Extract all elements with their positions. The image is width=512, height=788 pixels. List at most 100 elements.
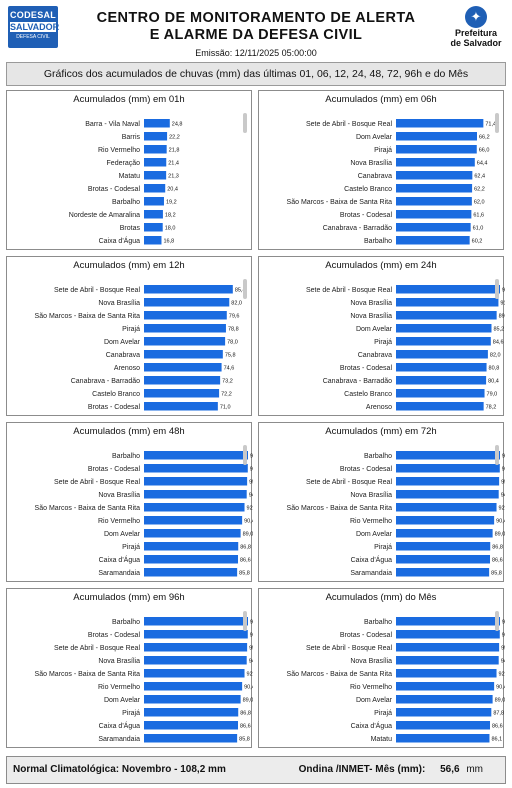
value-label: 94,6 [501, 659, 505, 665]
chart-panel-4: Acumulados (mm) em 24h Sete de Abril - Bo… [258, 256, 505, 416]
value-label: 94,6 [501, 493, 505, 499]
bar-chart: Barbalho 95,8 Brotas - Codesal 95,6 Sete de … [35, 451, 253, 577]
codesal-logo-line1: CODESAL [10, 10, 57, 20]
category-label: Barbalho [112, 453, 140, 460]
value-label: 86,8 [240, 711, 251, 717]
bar [396, 708, 492, 717]
category-label: Dom Avelar [356, 531, 393, 538]
bar [144, 464, 248, 473]
bar [396, 236, 470, 245]
bar [144, 555, 239, 564]
bar-chart: Barbalho 95,8 Brotas - Codesal 95,6 Sete de … [35, 617, 253, 743]
category-label: Canabrava [106, 352, 140, 359]
report-title-line1: CENTRO DE MONITORAMENTO DE ALERTA [96, 10, 416, 26]
category-label: Brotas [120, 225, 141, 232]
value-label: 78,0 [227, 340, 238, 346]
report-title-line2: E ALARME DA DEFESA CIVIL [149, 27, 363, 43]
category-label: Saramandaia [98, 570, 140, 577]
value-label: 95,6 [250, 633, 253, 639]
category-label: São Marcos - Baixa de Santa Rita [287, 505, 393, 512]
value-label: 72,2 [221, 392, 232, 398]
category-label: Brotas - Codesal [88, 632, 141, 639]
category-label: Brotas - Codesal [340, 632, 393, 639]
scrollbar-thumb[interactable] [495, 611, 499, 631]
category-label: Pirajá [122, 710, 140, 717]
category-label: Sete de Abril - Bosque Real [306, 287, 392, 294]
bar [396, 376, 487, 385]
category-label: Barbalho [364, 238, 392, 245]
bar [396, 630, 500, 639]
value-label: 95,0 [249, 480, 253, 486]
value-label: 21,4 [168, 161, 179, 167]
value-label: 89,0 [495, 698, 505, 704]
scrollbar-thumb[interactable] [495, 445, 499, 465]
scrollbar-thumb[interactable] [495, 113, 499, 133]
category-label: Rio Vermelho [350, 684, 392, 691]
scrollbar-thumb[interactable] [243, 279, 247, 299]
bar [144, 119, 170, 128]
bar [396, 285, 500, 294]
category-label: Caixa d'Água [351, 555, 393, 564]
value-label: 86,6 [240, 724, 251, 730]
category-label: São Marcos - Baixa de Santa Rita [287, 199, 393, 206]
emission-date: Emissão: 12/11/2025 05:00:00 [195, 48, 317, 58]
chart-panel-8: Acumulados (mm) do Mês Barbalho 95,8 Brotas… [258, 588, 505, 748]
value-label: 62,4 [474, 174, 485, 180]
value-label: 85,8 [239, 737, 250, 743]
value-label: 24,8 [172, 122, 183, 128]
bar [396, 223, 471, 232]
bar [396, 298, 499, 307]
category-label: Canabrava - Barradão [323, 378, 392, 385]
chart-title: Acumulados (mm) em 01h [73, 94, 185, 105]
scrollbar-thumb[interactable] [243, 113, 247, 133]
category-label: São Marcos - Baixa de Santa Rita [35, 505, 141, 512]
category-label: Nova Brasília [350, 160, 392, 167]
value-label: 95,0 [501, 480, 505, 486]
category-label: Sete de Abril - Bosque Real [306, 121, 392, 128]
category-label: Nova Brasília [98, 300, 140, 307]
category-label: Barbalho [364, 453, 392, 460]
value-label: 94,6 [249, 493, 253, 499]
category-label: Caixa d'Água [351, 721, 393, 730]
bar [144, 376, 221, 385]
value-label: 74,6 [224, 366, 235, 372]
value-label: 71,4 [485, 122, 496, 128]
chart-title: Acumulados (mm) em 48h [73, 426, 185, 437]
bar [396, 210, 472, 219]
bar [144, 298, 230, 307]
value-label: 90,4 [496, 519, 505, 525]
category-label: Barbalho [112, 199, 140, 206]
chart-panel-3: Acumulados (mm) em 12h Sete de Abril - Bo… [6, 256, 252, 416]
bar [396, 516, 495, 525]
charts-description-banner: Gráficos dos acumulados de chuvas (mm) d… [6, 62, 506, 86]
bar [396, 389, 485, 398]
bar [144, 363, 222, 372]
value-label: 64,4 [477, 161, 488, 167]
scrollbar-thumb[interactable] [243, 611, 247, 631]
category-label: Brotas - Codesal [340, 466, 393, 473]
scrollbar-thumb[interactable] [495, 279, 499, 299]
bar-chart: Barra - Vila Naval 24,8 Barris 22,2 Rio Verm… [69, 119, 183, 245]
value-label: 86,8 [492, 545, 503, 551]
category-label: Pirajá [374, 710, 392, 717]
category-label: Castelo Branco [344, 391, 392, 398]
ondina-monthly: Ondina /INMET- Mês (mm): 56,6 mm [299, 764, 483, 775]
value-label: 62,2 [474, 187, 485, 193]
chart-panel-2: Acumulados (mm) em 06h Sete de Abril - Bo… [258, 90, 504, 250]
footer-bar: Normal Climatológica: Novembro - 108,2 m… [6, 756, 506, 784]
chart-panel-1: Acumulados (mm) em 01h Barra - Vila Naval… [6, 90, 252, 250]
value-label: 92,6 [499, 672, 505, 678]
category-label: Pirajá [374, 147, 392, 154]
bar [144, 210, 163, 219]
bar [396, 568, 490, 577]
bar [144, 477, 248, 486]
bar [396, 555, 491, 564]
value-label: 92,6 [499, 506, 505, 512]
scrollbar-thumb[interactable] [243, 445, 247, 465]
bar [144, 451, 248, 460]
bar [144, 285, 233, 294]
bar [396, 669, 497, 678]
category-label: Sete de Abril - Bosque Real [54, 645, 140, 652]
category-label: Federação [107, 160, 141, 167]
value-label: 66,0 [479, 148, 490, 154]
